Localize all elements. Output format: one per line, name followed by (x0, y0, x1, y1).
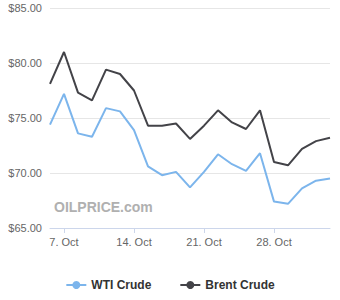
svg-text:$70.00: $70.00 (8, 167, 42, 179)
svg-text:OILPRICE.com: OILPRICE.com (54, 199, 153, 215)
svg-text:WTI Crude: WTI Crude (91, 278, 151, 292)
svg-text:7. Oct: 7. Oct (49, 236, 78, 248)
svg-text:$80.00: $80.00 (8, 57, 42, 69)
svg-text:$65.00: $65.00 (8, 222, 42, 234)
svg-text:$75.00: $75.00 (8, 112, 42, 124)
svg-text:Brent Crude: Brent Crude (205, 278, 275, 292)
svg-text:14. Oct: 14. Oct (116, 236, 151, 248)
svg-text:21. Oct: 21. Oct (186, 236, 221, 248)
svg-text:$85.00: $85.00 (8, 2, 42, 14)
svg-text:28. Oct: 28. Oct (256, 236, 291, 248)
